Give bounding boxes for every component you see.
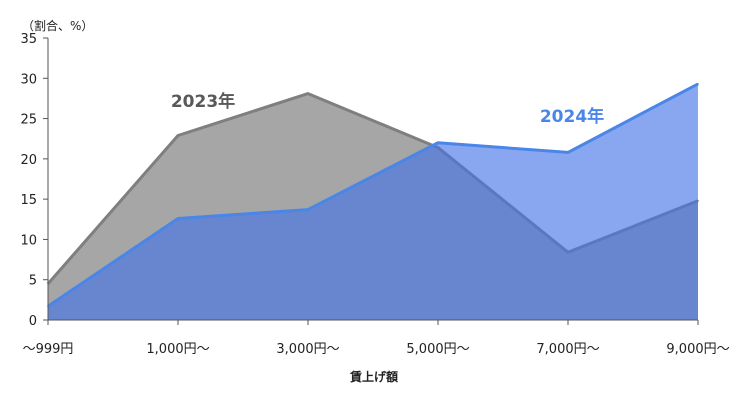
series-label: 2024年 bbox=[540, 106, 604, 127]
x-tick-label: 5,000円～ bbox=[406, 342, 469, 357]
y-tick-label: 35 bbox=[20, 32, 37, 47]
x-tick-label: ～999円 bbox=[23, 342, 74, 357]
x-tick-label: 7,000円～ bbox=[536, 342, 599, 357]
series-area-1 bbox=[48, 83, 698, 320]
y-tick-label: 10 bbox=[20, 233, 37, 248]
data-point bbox=[697, 83, 699, 85]
x-tick-label: 1,000円～ bbox=[146, 342, 209, 357]
data-point bbox=[307, 92, 309, 95]
y-tick-label: 20 bbox=[20, 153, 37, 168]
data-point bbox=[307, 208, 309, 211]
data-point bbox=[437, 141, 439, 144]
plot-area: 0 5 10 15 20 25 30 35 ～999円 1,000円～ 3,000円～ 5,000円～… bbox=[20, 32, 729, 357]
y-tick-label: 0 bbox=[29, 314, 37, 329]
series-line-1 bbox=[47, 82, 699, 308]
y-tick-label: 30 bbox=[20, 72, 37, 87]
x-tick-label: 3,000円～ bbox=[276, 342, 339, 357]
x-tick-label: 9,000円～ bbox=[666, 342, 729, 357]
x-axis-title: 賃上げ額 bbox=[349, 369, 398, 384]
unit-label: （割合、%） bbox=[22, 18, 93, 33]
series-label: 2023年 bbox=[171, 91, 235, 112]
y-tick-label: 25 bbox=[20, 113, 37, 128]
y-tick-label: 15 bbox=[20, 193, 37, 208]
y-tick-label: 5 bbox=[29, 274, 37, 289]
data-point bbox=[177, 217, 179, 220]
data-point bbox=[177, 134, 179, 137]
data-point bbox=[567, 151, 569, 154]
